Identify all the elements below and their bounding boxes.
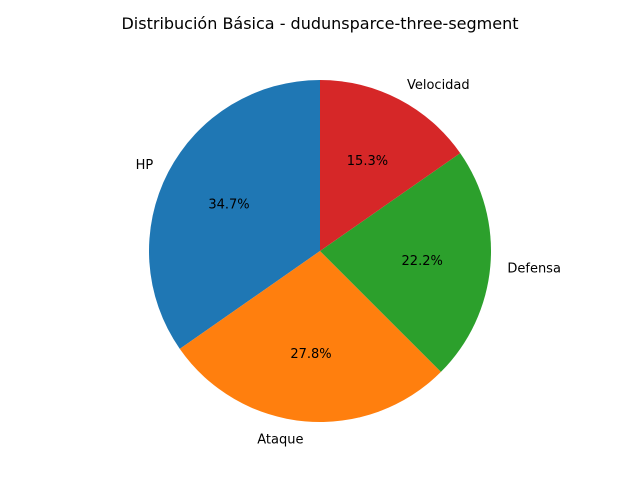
chart-title: Distribución Básica - dudunsparce-three-… <box>121 14 518 33</box>
pie-slices <box>148 80 492 423</box>
slice-velocidad <box>320 80 461 251</box>
pct-label-ataque: 27.8% <box>290 347 331 362</box>
pct-label-defensa: 22.2% <box>402 254 443 269</box>
slice-defensa <box>320 153 492 372</box>
slice-label-defensa: Defensa <box>507 262 561 277</box>
pie-labels: 34.7% HP 27.8% Ataque 22.2% Defensa 15.3% Veloc… <box>136 78 561 447</box>
slice-label-ataque: Ataque <box>257 432 303 447</box>
slice-label-hp: HP <box>136 158 154 173</box>
slice-label-velocidad: Velocidad <box>407 78 470 93</box>
pct-label-hp: 34.7% <box>208 198 249 213</box>
slice-hp <box>148 80 320 349</box>
pct-label-velocidad: 15.3% <box>347 154 388 169</box>
slice-ataque <box>179 251 441 423</box>
